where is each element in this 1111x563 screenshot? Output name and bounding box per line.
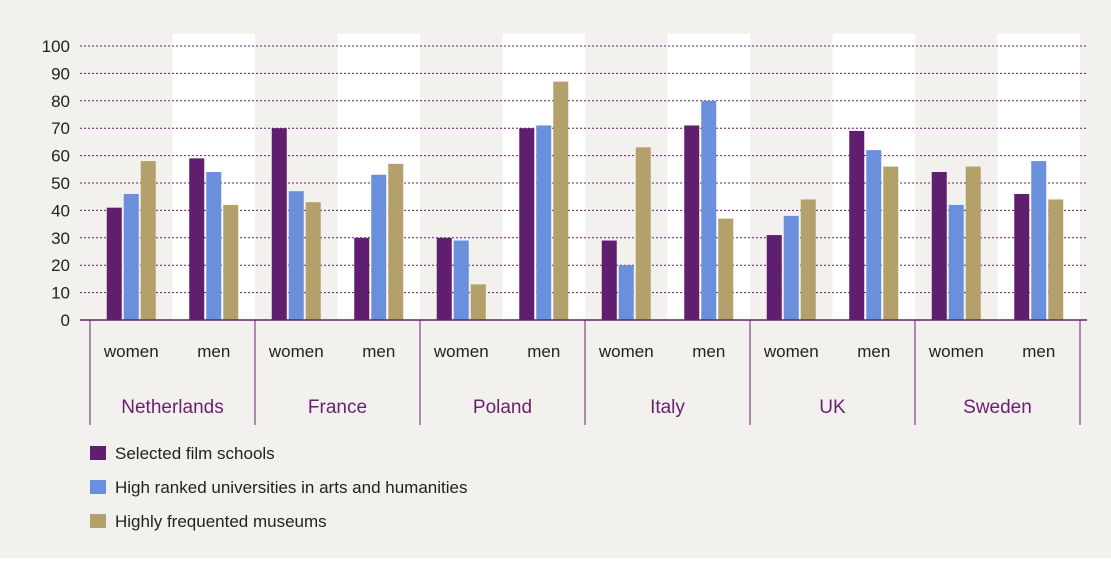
bars	[106, 81, 1064, 321]
bar-italy-women-selected-film-schools	[601, 240, 617, 320]
group-label-sweden: Sweden	[963, 397, 1032, 418]
group-label-uk: UK	[819, 397, 846, 418]
bar-sweden-men-highly-frequented-museums	[1048, 199, 1064, 320]
bar-uk-women-high-ranked-universities-in-arts-and-humanities	[783, 215, 799, 320]
bar-italy-women-highly-frequented-museums	[635, 147, 651, 320]
bar-uk-men-highly-frequented-museums	[883, 166, 899, 320]
bar-italy-men-highly-frequented-museums	[718, 218, 734, 320]
bar-netherlands-women-highly-frequented-museums	[140, 161, 156, 320]
y-tick-label-70: 70	[51, 119, 70, 138]
y-axis-ticks: 0 10 20 30 40 50 60 70 80 90 100	[42, 37, 70, 330]
legend-swatch-selected-film-schools	[90, 446, 106, 460]
bar-netherlands-men-high-ranked-universities-in-arts-and-humanities	[206, 172, 222, 320]
bar-italy-men-high-ranked-universities-in-arts-and-humanities	[701, 100, 717, 320]
bar-italy-women-high-ranked-universities-in-arts-and-humanities	[618, 265, 634, 320]
x-label-netherlands-women: women	[103, 342, 159, 361]
legend: Selected film schools High ranked univers…	[90, 444, 467, 531]
bar-netherlands-women-selected-film-schools	[106, 207, 122, 320]
bar-uk-men-selected-film-schools	[849, 130, 865, 320]
bar-netherlands-women-high-ranked-universities-in-arts-and-humanities	[123, 193, 139, 320]
x-axis	[80, 319, 1087, 425]
y-tick-label-100: 100	[42, 37, 70, 56]
bar-france-men-highly-frequented-museums	[388, 163, 404, 320]
x-label-france-women: women	[268, 342, 324, 361]
y-tick-label-30: 30	[51, 229, 70, 248]
y-tick-label-10: 10	[51, 284, 70, 303]
y-tick-label-90: 90	[51, 64, 70, 83]
legend-label-high-ranked-universities-in-arts-and-humanities: High ranked universities in arts and hum…	[115, 478, 467, 497]
x-label-uk-men: men	[857, 342, 890, 361]
y-tick-label-40: 40	[51, 201, 70, 220]
bar-netherlands-men-selected-film-schools	[189, 158, 205, 320]
bar-france-men-high-ranked-universities-in-arts-and-humanities	[371, 174, 387, 320]
bar-sweden-women-selected-film-schools	[931, 172, 947, 320]
bar-france-women-high-ranked-universities-in-arts-and-humanities	[288, 191, 304, 320]
x-label-italy-men: men	[692, 342, 725, 361]
group-label-poland: Poland	[473, 397, 532, 418]
bar-sweden-men-selected-film-schools	[1014, 193, 1030, 320]
x-label-sweden-men: men	[1022, 342, 1055, 361]
y-tick-label-80: 80	[51, 92, 70, 111]
group-label-france: France	[308, 397, 367, 418]
bar-sweden-women-high-ranked-universities-in-arts-and-humanities	[948, 204, 964, 320]
y-tick-label-20: 20	[51, 256, 70, 275]
group-label-italy: Italy	[650, 397, 685, 418]
bar-france-men-selected-film-schools	[354, 237, 370, 320]
x-label-france-men: men	[362, 342, 395, 361]
x-label-netherlands-men: men	[197, 342, 230, 361]
x-label-sweden-women: women	[928, 342, 984, 361]
x-label-poland-men: men	[527, 342, 560, 361]
bar-sweden-men-high-ranked-universities-in-arts-and-humanities	[1031, 161, 1047, 320]
group-label-netherlands: Netherlands	[121, 397, 223, 418]
y-tick-label-60: 60	[51, 147, 70, 166]
bar-poland-women-selected-film-schools	[436, 237, 452, 320]
bar-uk-women-highly-frequented-museums	[800, 199, 816, 320]
bar-uk-men-high-ranked-universities-in-arts-and-humanities	[866, 150, 882, 320]
legend-swatch-highly-frequented-museums	[90, 514, 106, 528]
y-tick-label-50: 50	[51, 174, 70, 193]
y-tick-label-0: 0	[61, 311, 70, 330]
bar-poland-men-selected-film-schools	[519, 128, 535, 320]
x-axis-labels: women men Netherlands women men France women me…	[103, 342, 1055, 418]
x-label-italy-women: women	[598, 342, 654, 361]
x-label-uk-women: women	[763, 342, 819, 361]
x-label-poland-women: women	[433, 342, 489, 361]
bar-poland-men-highly-frequented-museums	[553, 81, 569, 321]
bar-france-women-highly-frequented-museums	[305, 202, 321, 320]
bar-poland-women-highly-frequented-museums	[470, 284, 486, 320]
bar-france-women-selected-film-schools	[271, 128, 287, 320]
bar-poland-men-high-ranked-universities-in-arts-and-humanities	[536, 125, 552, 321]
bar-netherlands-men-highly-frequented-museums	[223, 204, 239, 320]
legend-swatch-high-ranked-universities-in-arts-and-humanities	[90, 480, 106, 494]
bar-sweden-women-highly-frequented-museums	[965, 166, 981, 320]
legend-label-selected-film-schools: Selected film schools	[115, 444, 275, 463]
bar-uk-women-selected-film-schools	[766, 235, 782, 320]
bar-italy-men-selected-film-schools	[684, 125, 700, 321]
bar-poland-women-high-ranked-universities-in-arts-and-humanities	[453, 240, 469, 320]
legend-label-highly-frequented-museums: Highly frequented museums	[115, 512, 327, 531]
